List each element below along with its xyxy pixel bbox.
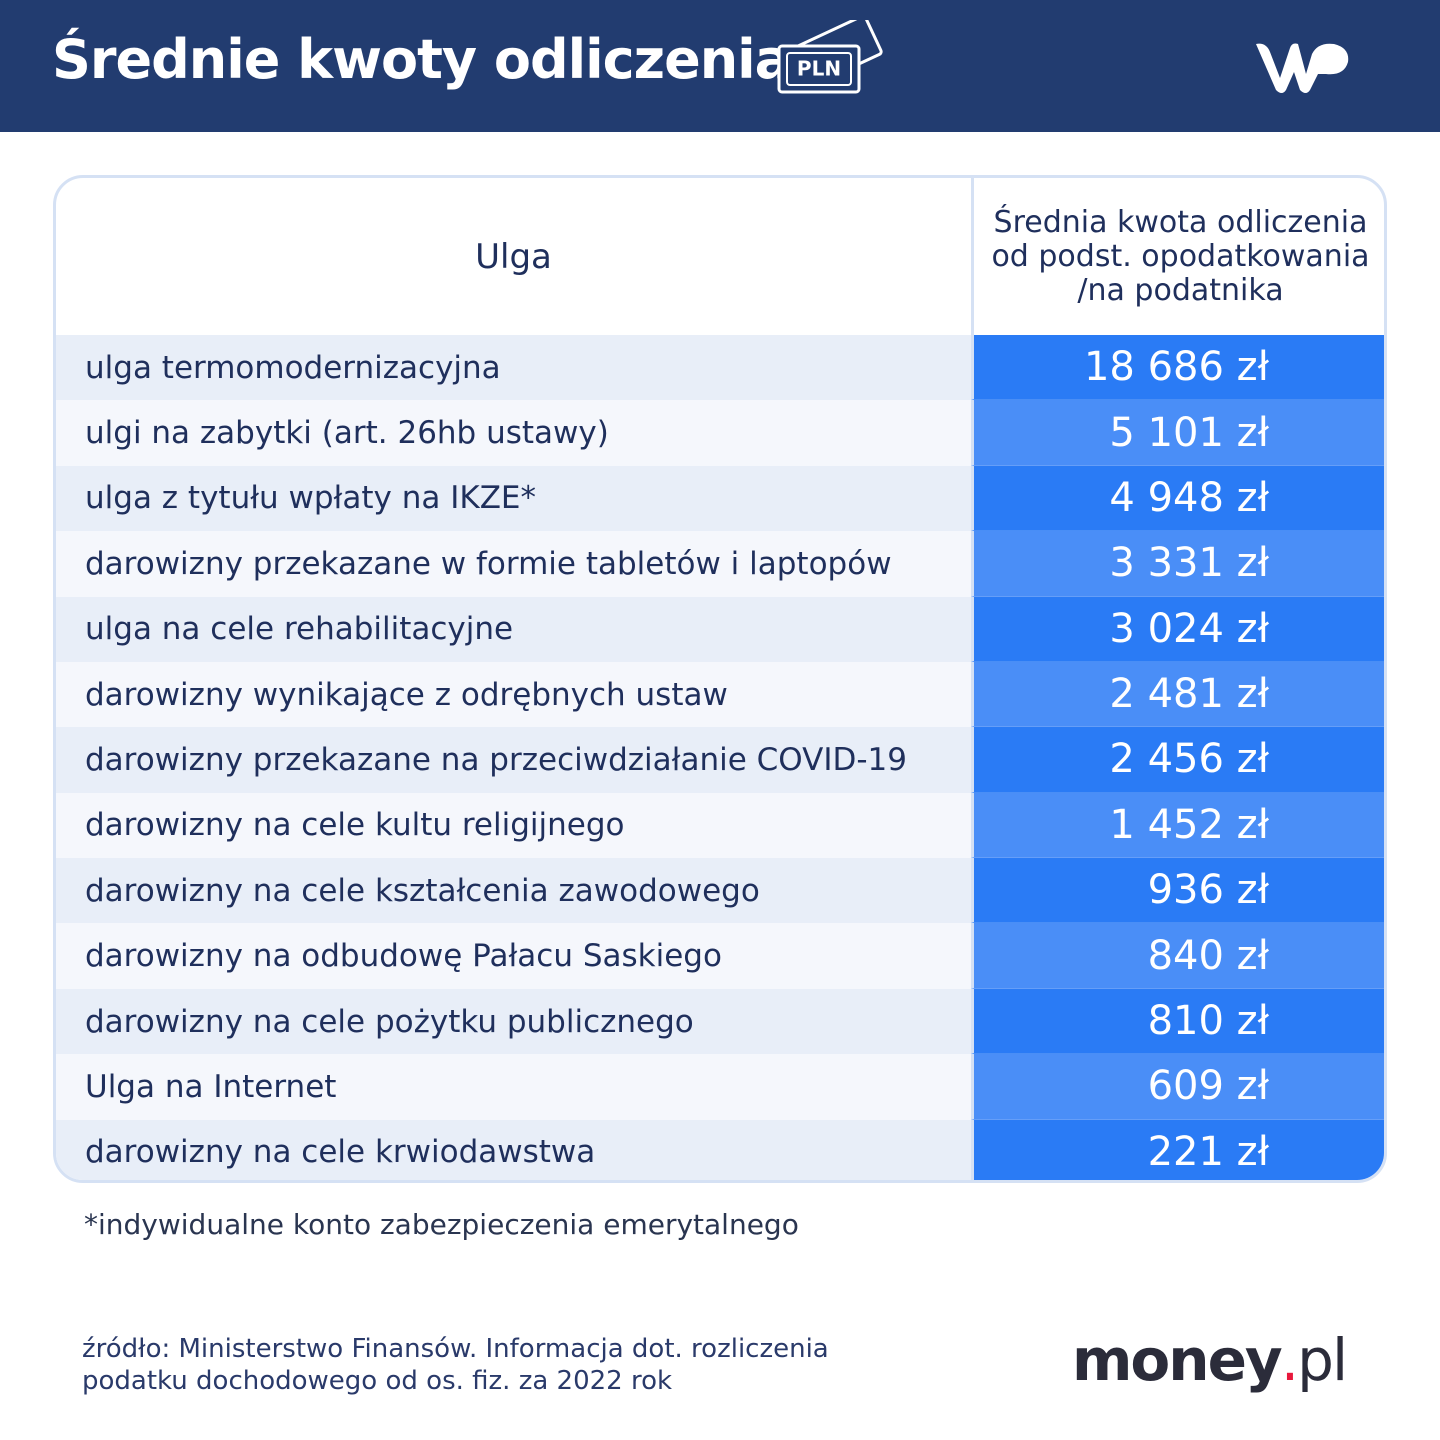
logo-name: money (1072, 1326, 1283, 1394)
header-line: /na podatnika (1077, 272, 1284, 308)
column-header: Ulga (475, 236, 552, 277)
row-value: 810 zł (971, 988, 1384, 1055)
pln-icon: PLN (777, 20, 883, 94)
table: Ulga Średnia kwota odliczenia od podst. … (53, 175, 1387, 1183)
page-title: Średnie kwoty odliczenia (52, 28, 791, 91)
row-label: darowizny przekazane na przeciwdziałanie… (56, 727, 971, 793)
row-value: 2 481 zł (971, 661, 1384, 728)
row-value: 609 zł (971, 1054, 1384, 1120)
row-value: 3 331 zł (971, 531, 1384, 597)
icon-text: PLN (797, 57, 841, 81)
row-value: 840 zł (971, 923, 1384, 989)
row-value: 4 948 zł (971, 465, 1384, 532)
row-label: darowizny na cele pożytku publicznego (56, 988, 971, 1055)
table-row: Ulga na Internet 609 zł (56, 1054, 1384, 1120)
row-value: 3 024 zł (971, 596, 1384, 662)
table-row: ulga na cele rehabilitacyjne 3 024 zł (56, 596, 1384, 662)
table-row: darowizny przekazane w formie tabletów i… (56, 531, 1384, 597)
table-row: darowizny na cele kultu religijnego 1 452… (56, 792, 1384, 859)
row-label: ulga na cele rehabilitacyjne (56, 596, 971, 662)
table-row: darowizny wynikające z odrębnych ustaw 2 … (56, 661, 1384, 728)
row-value: 1 452 zł (971, 792, 1384, 859)
row-label: darowizny na cele kultu religijnego (56, 792, 971, 859)
source-line: podatku dochodowego od os. fiz. za 2022 … (82, 1366, 673, 1396)
row-label: ulgi na zabytki (art. 26hb ustawy) (56, 400, 971, 466)
row-label: darowizny na cele kształcenia zawodowego (56, 858, 971, 924)
money-logo: money.pl (1072, 1326, 1348, 1394)
footnote: *indywidualne konto zabezpieczenia emery… (84, 1208, 799, 1241)
source-line: źródło: Ministerstwo Finansów. Informacj… (82, 1334, 829, 1364)
row-value: 936 zł (971, 858, 1384, 924)
row-value: 5 101 zł (971, 400, 1384, 466)
header-line: od podst. opodatkowania (991, 238, 1370, 274)
table-row: darowizny na cele kształcenia zawodowego… (56, 858, 1384, 924)
row-label: darowizny wynikające z odrębnych ustaw (56, 661, 971, 728)
row-label: ulga z tytułu wpłaty na IKZE* (56, 465, 971, 532)
table-row: ulga z tytułu wpłaty na IKZE* 4 948 zł (56, 465, 1384, 532)
table-row: darowizny przekazane na przeciwdziałanie… (56, 727, 1384, 793)
row-label: darowizny na odbudowę Pałacu Saskiego (56, 923, 971, 989)
column-header: Średnia kwota odliczenia od podst. opoda… (971, 178, 1384, 335)
row-value: 221 zł (971, 1119, 1384, 1180)
wp-logo (1256, 43, 1349, 93)
header-line: Średnia kwota odliczenia (993, 204, 1368, 240)
table-row: darowizny na cele pożytku publicznego 810… (56, 988, 1384, 1055)
table-row: ulgi na zabytki (art. 26hb ustawy) 5 101 … (56, 400, 1384, 466)
row-value: 2 456 zł (971, 727, 1384, 793)
row-label: darowizny na cele krwiodawstwa (56, 1119, 971, 1180)
row-label: Ulga na Internet (56, 1054, 971, 1120)
table-row: ulga termomodernizacyjna 18 686 zł (56, 335, 1384, 401)
table-row: darowizny na odbudowę Pałacu Saskiego 840… (56, 923, 1384, 989)
table-row: darowizny na cele krwiodawstwa 221 zł (56, 1119, 1384, 1180)
source: źródło: Ministerstwo Finansów. Informacj… (82, 1333, 829, 1397)
row-label: ulga termomodernizacyjna (56, 335, 971, 401)
logo-suffix: .pl (1280, 1326, 1348, 1394)
row-label: darowizny przekazane w formie tabletów i… (56, 531, 971, 597)
row-value: 18 686 zł (971, 335, 1384, 401)
header-bar: Średnie kwoty odliczenia PLN (0, 0, 1440, 132)
